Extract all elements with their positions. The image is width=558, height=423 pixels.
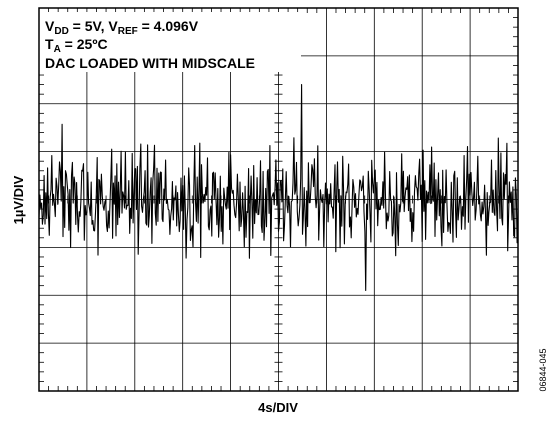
y-axis-label: 1µV/DIV	[11, 175, 26, 224]
x-axis-label: 4s/DIV	[258, 400, 298, 415]
plot-frame	[38, 7, 519, 392]
condition-line-1: VDD = 5V, VREF = 4.096V	[45, 18, 199, 37]
figure-id: 06844-045	[538, 348, 548, 391]
condition-line-3: DAC LOADED WITH MIDSCALE	[45, 55, 255, 71]
conditions-box	[39, 12, 301, 72]
noise-trace	[38, 84, 519, 292]
condition-line-2: TA = 25ºC	[45, 36, 108, 55]
